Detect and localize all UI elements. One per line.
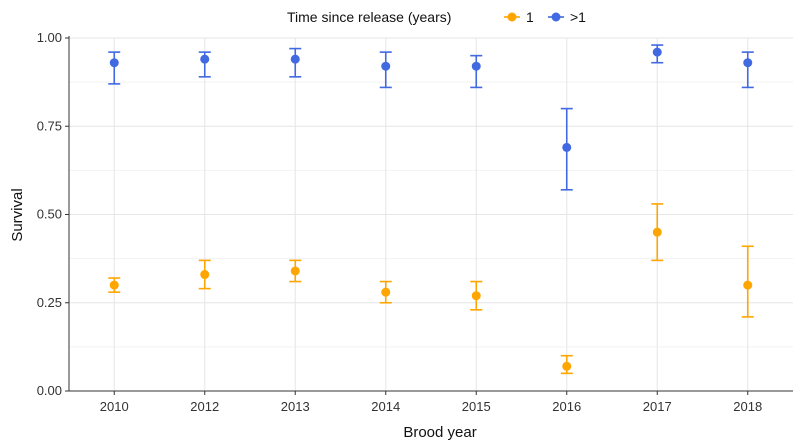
data-point (290, 54, 300, 64)
data-point (652, 47, 662, 57)
data-point (290, 266, 300, 276)
y-tick-label: 0.25 (37, 295, 62, 310)
x-tick-label: 2017 (643, 399, 672, 414)
x-tick-label: 2012 (190, 399, 219, 414)
x-tick-label: 2013 (281, 399, 310, 414)
legend-title: Time since release (years) (287, 9, 451, 25)
x-tick-label: 2015 (462, 399, 491, 414)
y-tick-label: 0.75 (37, 118, 62, 133)
y-tick-label: 0.00 (37, 383, 62, 398)
data-point (743, 280, 753, 290)
x-tick-label: 2016 (552, 399, 581, 414)
error-bars (108, 44, 754, 375)
legend-item-label: 1 (526, 9, 534, 25)
x-tick-label: 2010 (100, 399, 129, 414)
y-axis-title: Survival (9, 188, 26, 241)
x-tick-label: 2014 (371, 399, 400, 414)
axes: 0.00 0.25 0.50 0.75 1.00 2010 2012 2013 2014 2015… (37, 30, 793, 414)
data-point (471, 61, 481, 71)
y-tick-label: 1.00 (37, 30, 62, 45)
legend: Time since release (years) 1 >1 (287, 9, 586, 25)
data-point (743, 58, 753, 68)
legend-key-marker (507, 12, 517, 22)
y-tick-label: 0.50 (37, 207, 62, 222)
data-point (109, 280, 119, 290)
x-axis-title: Brood year (403, 424, 476, 441)
data-point (562, 361, 572, 371)
data-point (381, 287, 391, 297)
data-points (109, 47, 753, 371)
data-point (381, 61, 391, 71)
grid (69, 37, 793, 392)
data-point (109, 58, 119, 68)
data-point (200, 270, 210, 280)
data-point (652, 227, 662, 237)
legend-item-label: >1 (570, 9, 586, 25)
data-point (562, 142, 572, 152)
data-point (471, 291, 481, 301)
x-tick-label: 2018 (733, 399, 762, 414)
data-point (200, 54, 210, 64)
legend-key-marker (551, 12, 561, 22)
